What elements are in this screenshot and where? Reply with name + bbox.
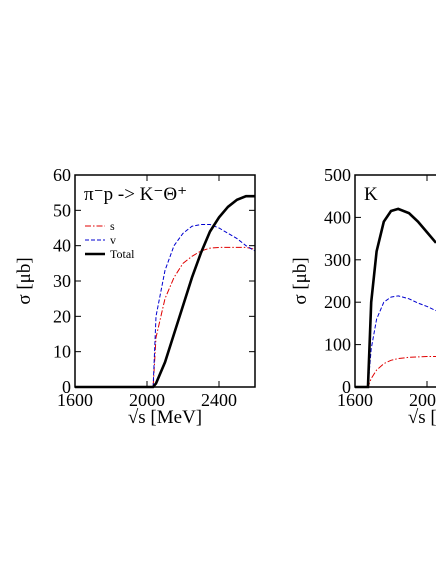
- panel: 0 10 20 30 40 50 60 1600 2000 2400 π⁻p -> K⁻Θ⁺ svTo…: [14, 165, 256, 428]
- chart-title: π⁻p -> K⁻Θ⁺: [84, 184, 187, 205]
- y-tick-label: 20: [53, 306, 71, 326]
- x-tick-label: 1600: [57, 390, 93, 410]
- x-axis-label: √s [MeV]: [408, 407, 436, 428]
- y-tick-label: 0: [62, 377, 71, 397]
- series-line: [355, 355, 436, 388]
- y-tick-label: 30: [53, 271, 71, 291]
- y-axis-label: σ [μb]: [290, 257, 311, 304]
- panel: 0 100 200 300 400 500 1600 2000 K √s [MeV] σ [μb]: [290, 165, 436, 428]
- series-line: [355, 295, 436, 388]
- series-line: [75, 194, 255, 389]
- x-axis-label: √s [MeV]: [128, 407, 202, 428]
- legend-label: Total: [110, 247, 135, 261]
- y-tick-label: 60: [53, 165, 71, 185]
- y-tick-label: 200: [324, 292, 351, 312]
- series-line: [75, 246, 256, 388]
- y-tick-label: 50: [53, 200, 71, 220]
- y-tick-label: 40: [53, 236, 71, 256]
- x-tick-label: 2000: [129, 390, 165, 410]
- y-tick-label: 0: [342, 377, 351, 397]
- plot-frame: [74, 174, 256, 388]
- series-line: [75, 223, 256, 388]
- chart-title: K: [364, 184, 378, 205]
- y-tick-label: 10: [53, 342, 71, 362]
- x-tick-label: 2000: [409, 390, 436, 410]
- y-axis-label: σ [μb]: [14, 257, 35, 304]
- legend-label: v: [110, 233, 116, 247]
- series-line: [355, 207, 436, 389]
- y-tick-label: 400: [324, 207, 351, 227]
- plot-frame: [354, 174, 436, 388]
- x-tick-label: 1600: [337, 390, 373, 410]
- y-tick-label: 100: [324, 335, 351, 355]
- x-tick-label: 2400: [201, 390, 237, 410]
- y-tick-label: 300: [324, 250, 351, 270]
- legend-label: s: [110, 219, 115, 233]
- y-tick-label: 500: [324, 165, 351, 185]
